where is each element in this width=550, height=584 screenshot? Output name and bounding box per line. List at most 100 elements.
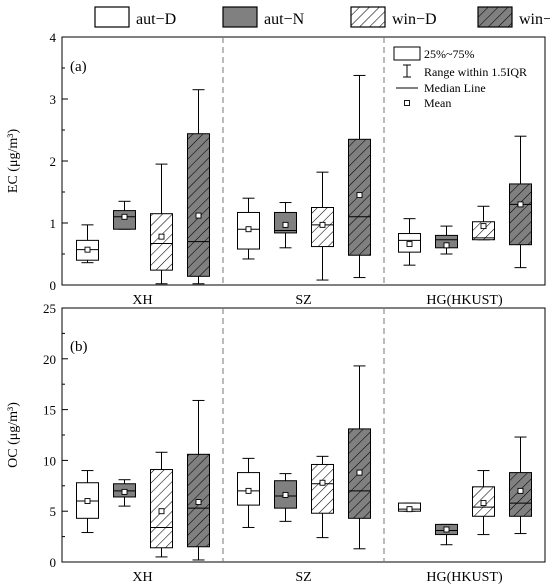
legend-item-win-n: win−N [477,6,550,28]
inset-legend: 25%~75% Range within 1.5IQR Median Line … [393,46,527,110]
mean-marker [158,233,165,240]
box-xh-win-d [150,451,173,558]
mean-marker [356,469,363,476]
x-tick-label-sz: SZ [295,293,311,308]
mean-marker [84,498,91,504]
legend-item-win-d: win−D [350,6,437,28]
x-tick-label-sz: SZ [295,570,311,584]
legend-swatch [350,6,386,28]
y-tick-label: 0 [50,555,57,570]
box-hg-hkust-aut-n [435,225,458,255]
mean-marker [121,488,128,495]
legend-swatch [222,6,258,28]
box-iqr [311,463,334,514]
mean-marker [443,242,450,249]
mean-marker [245,487,252,494]
mean-marker [319,221,326,228]
y-tick-label: 2 [50,154,57,169]
mean-marker [517,487,524,494]
box-sz-aut-n [274,473,297,522]
mean-marker [195,499,202,506]
box-xh-win-n [187,89,210,285]
y-tick-label: 3 [50,92,57,107]
inset-legend-mean-label: Mean [424,96,451,110]
box-xh-win-n [187,399,210,561]
legend-item-aut-d: aut−D [94,6,176,28]
legend-label: aut−N [264,11,305,28]
box-hg-hkust-aut-d [398,502,421,513]
box-sz-aut-d [237,457,260,528]
mean-marker [245,226,252,233]
box-xh-aut-d [76,224,99,264]
x-tick-label-xh: XH [132,293,152,308]
mean-marker [158,508,165,515]
box-sz-win-n [348,365,371,550]
y-tick-label: 1 [50,216,57,231]
box-hg-hkust-win-d [472,470,495,536]
panel-a-x-axis: XH SZ HG(HKUST) [132,293,503,308]
mean-marker [480,500,487,507]
box-hg-hkust-win-d [472,205,495,241]
box-sz-win-d [311,171,334,281]
x-tick-label-xh: XH [132,570,152,584]
box-sz-win-d [311,455,334,539]
box-iqr [509,183,532,246]
mean-marker [480,223,487,230]
panel-a-y-axis: 0 1 2 3 4 [50,30,68,293]
mean-marker [517,201,524,208]
y-tick-label: 0 [50,278,57,293]
mean-marker [443,526,450,533]
box-iqr [509,472,532,517]
box-iqr [472,221,495,241]
panel-b-label: (b) [70,339,88,355]
inset-legend-range-label: Range within 1.5IQR [424,65,527,79]
box-xh-aut-n [113,200,136,230]
box-sz-aut-n [274,202,297,249]
y-tick-label: 20 [43,352,56,367]
mean-marker [121,213,128,220]
box-hg-hkust-aut-d [398,218,421,266]
legend-swatch [94,6,130,28]
mean-marker [406,506,413,513]
mean-marker [84,246,91,253]
inset-legend-median-label: Median Line [424,81,486,95]
y-tick-label: 10 [43,453,56,468]
mean-marker [282,491,289,498]
panel-a-label: (a) [70,59,87,75]
inset-legend-box-label: 25%~75% [424,47,474,61]
box-xh-win-d [150,163,173,285]
legend-item-aut-n: aut−N [222,6,305,28]
legend: aut−D aut−N win−D win−N [94,6,550,28]
inset-legend-mean-symbol [404,100,410,106]
box-hg-hkust-win-n [509,436,532,535]
mean-marker [356,192,363,199]
box-hg-hkust-aut-n [435,523,458,546]
legend-swatch [477,6,513,28]
panel-b-y-label: OC (μg/m³) [6,402,21,468]
mean-marker [406,241,413,248]
panel-a-y-label: EC (μg/m³) [6,129,21,194]
legend-label: aut−D [136,11,176,28]
panel-b-x-axis: XH SZ HG(HKUST) [132,570,503,584]
box-sz-win-n [348,74,371,279]
box-xh-aut-n [113,479,136,507]
panel-b-oc: 0 5 10 15 20 25 XH SZ HG(HKUST) (b) OC (μg/m³) [6,301,546,584]
y-tick-label: 5 [50,504,57,519]
panel-a-boxes [76,74,532,285]
inset-legend-box-swatch [393,46,421,61]
y-tick-label: 4 [50,30,57,45]
y-tick-label: 25 [43,301,56,316]
panel-b-y-axis: 0 5 10 15 20 25 [43,301,68,570]
y-tick-label: 15 [43,403,56,418]
legend-label: win−D [392,11,437,28]
box-sz-aut-d [237,197,260,260]
legend-label: win−N [519,11,550,28]
x-tick-label-hg-hkust: HG(HKUST) [426,293,503,308]
box-hg-hkust-win-n [509,135,532,269]
mean-marker [319,479,326,486]
box-iqr [187,133,210,277]
mean-marker [195,212,202,219]
panel-a-site-dividers [222,37,385,285]
mean-marker [282,221,289,228]
